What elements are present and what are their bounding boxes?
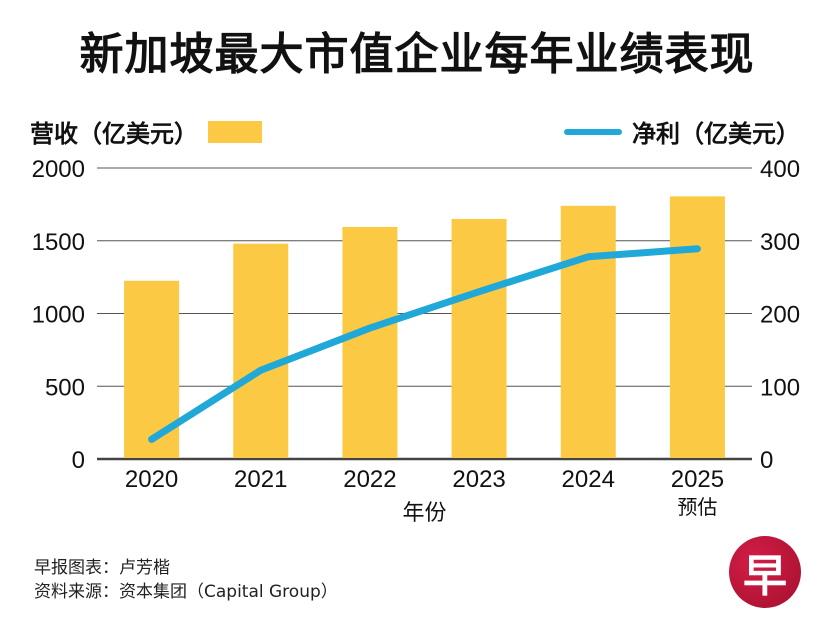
x-axis-title: 年份 <box>402 501 446 526</box>
y-tick-label-left: 500 <box>45 374 85 401</box>
revenue-bar-2025 <box>669 196 725 458</box>
profit-line <box>148 245 701 443</box>
revenue-bar-2021 <box>233 243 289 458</box>
legend-profit: 净利（亿美元） <box>564 114 800 149</box>
x-tick-label-2023: 2023 <box>452 466 505 493</box>
footer-source: 资料来源：资本集团（Capital Group） <box>34 582 338 602</box>
revenue-bar-2022 <box>342 226 398 458</box>
x-tick-label-2020: 2020 <box>125 466 178 493</box>
y-tick-label-right: 100 <box>760 374 800 401</box>
x-tick-sublabel-2025: 预估 <box>677 495 717 519</box>
legend-revenue-swatch-icon <box>208 120 262 143</box>
legend-profit-label: 净利（亿美元） <box>632 120 800 148</box>
axis-labels: 0 500 1000 1500 2000 0 100 200 300 400 2020 2021 202… <box>32 156 800 526</box>
y-tick-label-left: 0 <box>72 447 85 474</box>
logo-glyph: 早 <box>743 551 787 602</box>
legend-revenue-label: 营收（亿美元） <box>30 120 198 148</box>
legend-profit-line-icon <box>564 128 622 135</box>
revenue-bars <box>124 196 725 458</box>
footer-credit: 早报图表：卢芳楷 <box>34 558 170 578</box>
x-tick-label-2025: 2025 <box>671 466 724 493</box>
profit-line-group <box>148 245 701 443</box>
y-tick-label-left: 2000 <box>32 156 85 183</box>
y-tick-label-right: 0 <box>760 447 773 474</box>
chart-title: 新加坡最大市值企业每年业绩表现 <box>79 29 755 80</box>
y-tick-label-right: 200 <box>760 302 800 329</box>
zaobao-logo-icon: 早 <box>729 536 801 608</box>
y-tick-label-left: 1000 <box>32 302 85 329</box>
legend-revenue: 营收（亿美元） <box>30 114 262 149</box>
y-tick-label-right: 400 <box>760 156 800 183</box>
revenue-bar-2023 <box>451 218 507 458</box>
revenue-bar-2020 <box>124 280 180 458</box>
footer: 早报图表：卢芳楷 资料来源：资本集团（Capital Group） <box>34 556 338 604</box>
y-tick-label-left: 1500 <box>32 229 85 256</box>
x-tick-label-2022: 2022 <box>343 466 396 493</box>
y-tick-label-right: 300 <box>760 229 800 256</box>
revenue-bar-2024 <box>560 205 616 458</box>
x-tick-label-2024: 2024 <box>562 466 615 493</box>
x-tick-label-2021: 2021 <box>234 466 287 493</box>
